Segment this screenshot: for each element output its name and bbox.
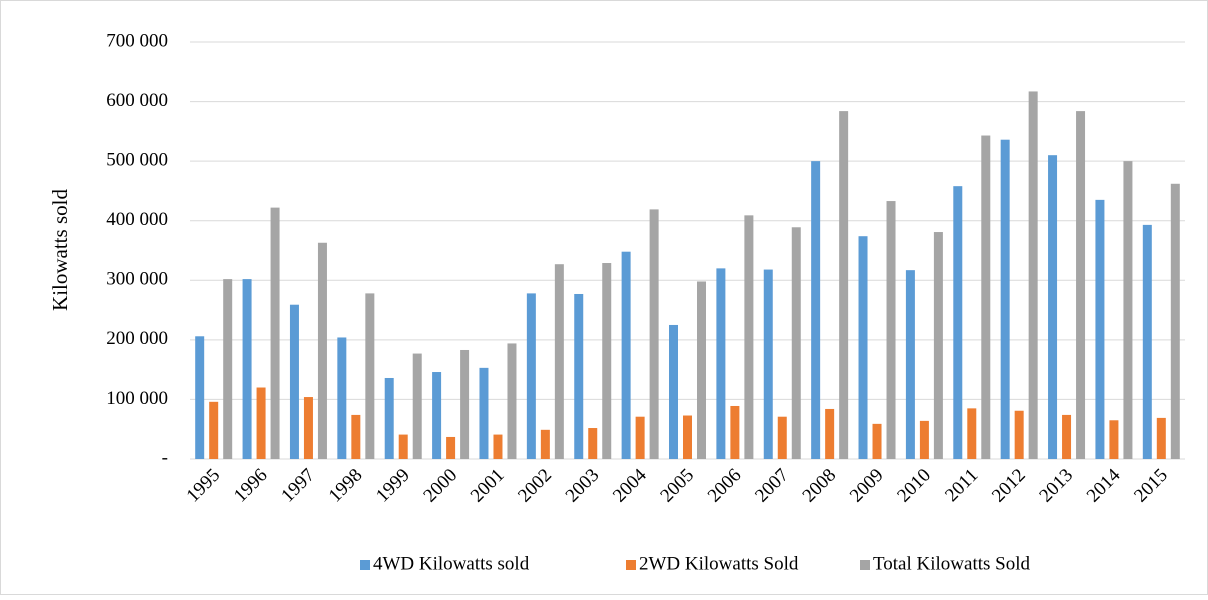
bar [1028, 91, 1038, 460]
bar [839, 111, 849, 460]
y-tick-label: 300 000 [106, 269, 168, 290]
bar [621, 251, 631, 459]
bar [791, 227, 801, 459]
bar [981, 135, 991, 459]
bar [1048, 155, 1058, 459]
y-tick-label: 200 000 [106, 328, 168, 349]
bar [289, 304, 299, 459]
bar [1170, 183, 1180, 459]
y-tick-label: 700 000 [106, 30, 168, 51]
bar [398, 434, 408, 459]
bar [1095, 199, 1105, 459]
bar [195, 336, 205, 459]
bar [574, 293, 584, 459]
bar [384, 377, 394, 459]
bar [683, 415, 692, 459]
bar [919, 420, 929, 459]
bar [669, 324, 678, 459]
legend-swatch [860, 560, 870, 570]
bar [649, 209, 659, 459]
bar [825, 408, 835, 459]
bar [1076, 111, 1086, 460]
bar [303, 397, 313, 459]
bar [602, 263, 612, 459]
y-tick-label: 400 000 [106, 209, 168, 230]
bar [223, 279, 233, 459]
bar [953, 186, 963, 460]
y-tick-label: - [162, 447, 168, 468]
bar [730, 405, 740, 459]
bar [1109, 420, 1119, 459]
bar [635, 416, 645, 459]
bar [540, 429, 550, 459]
bar [763, 269, 773, 459]
bar [460, 349, 470, 459]
y-axis-title: Kilowatts sold [48, 189, 72, 311]
bar [744, 215, 754, 459]
bar [242, 279, 252, 459]
bar [1142, 224, 1152, 459]
bar [1000, 139, 1010, 459]
bar [777, 416, 787, 459]
bar [446, 436, 456, 459]
bar [1123, 161, 1133, 459]
legend-swatch [626, 560, 636, 570]
bar [351, 414, 361, 459]
bar [697, 281, 706, 459]
bar [270, 207, 280, 459]
bar [905, 270, 915, 459]
bar [554, 264, 564, 459]
bar [256, 387, 266, 459]
bar [337, 337, 347, 459]
bar [493, 434, 503, 459]
bar [811, 161, 821, 459]
bar [412, 353, 422, 459]
legend-swatch [360, 560, 370, 570]
bar [716, 268, 726, 459]
bar [588, 428, 598, 459]
bar [967, 408, 977, 459]
bar [858, 236, 868, 459]
bar [479, 367, 489, 459]
bar [507, 343, 517, 459]
bar [933, 232, 943, 459]
bar [1062, 414, 1072, 459]
bar [526, 293, 536, 459]
bar [209, 401, 219, 459]
legend-label: 4WD Kilowatts sold [373, 553, 530, 574]
bar [886, 201, 896, 459]
legend-label: Total Kilowatts Sold [873, 553, 1031, 574]
y-tick-label: 100 000 [106, 388, 168, 409]
bar [365, 293, 375, 459]
legend-label: 2WD Kilowatts Sold [639, 553, 799, 574]
bar [1156, 417, 1166, 459]
bar [872, 423, 882, 459]
y-tick-label: 600 000 [106, 90, 168, 111]
bar [317, 242, 327, 459]
bar [1014, 410, 1024, 459]
y-tick-label: 500 000 [106, 150, 168, 171]
bar [432, 372, 442, 459]
